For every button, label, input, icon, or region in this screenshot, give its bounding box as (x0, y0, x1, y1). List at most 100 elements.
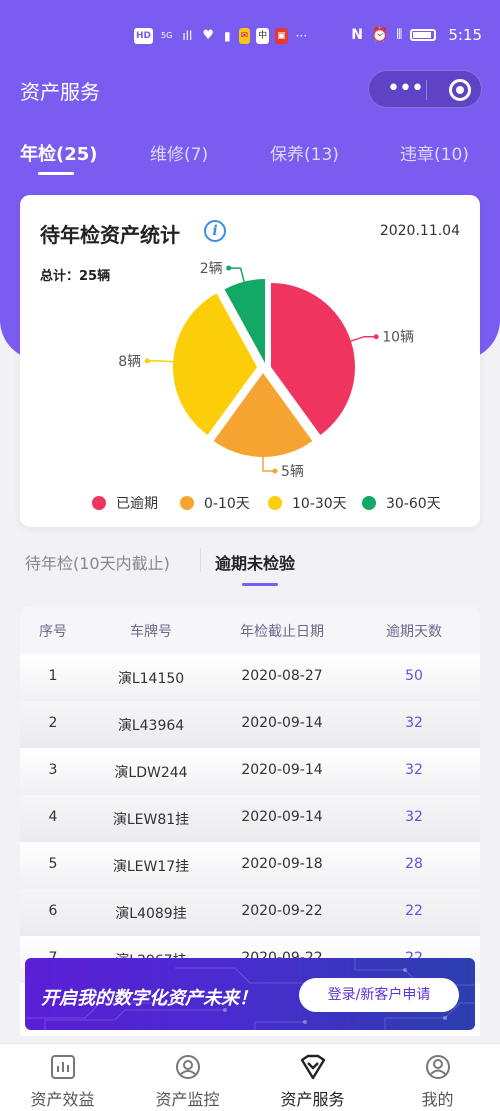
banner-slogan: 开启我的数字化资产未来！ (41, 988, 257, 1009)
cell-plate: 演LDW244 (114, 765, 188, 781)
pie-leader-line (262, 457, 275, 472)
pie-data-label: 5辆 (281, 464, 304, 480)
vibrate-icon: ⫴ (396, 27, 403, 43)
legend-label: 0-10天 (204, 496, 250, 512)
battery-icon (410, 29, 437, 41)
cell-plate: 演L14150 (117, 671, 185, 687)
cell-overdue-days: 22 (405, 903, 423, 919)
pie-slice[interactable] (224, 279, 265, 363)
pie-leader-dot (226, 265, 232, 271)
signal-icon: ıll (182, 29, 193, 43)
tabbar-label: 我的 (421, 1090, 454, 1109)
pie-leader-dot (272, 468, 278, 474)
tabbar-label: 资产效益 (30, 1090, 95, 1109)
legend-item: 0-10天 (180, 493, 250, 513)
login-apply-button[interactable]: 登录/新客户申请 (299, 978, 459, 1012)
clock: 5:15 (448, 26, 482, 44)
tab-repair[interactable]: 维修(7) (150, 145, 209, 165)
cell-index: 2 (48, 715, 58, 731)
table-row[interactable]: 4 演LEW81挂 2020-09-14 32 (20, 795, 480, 842)
legend-item: 30-60天 (362, 493, 441, 513)
tabbar-item-mine[interactable]: 我的 (375, 1044, 500, 1111)
pie-leader-line (228, 267, 245, 282)
service-icon (300, 1054, 326, 1080)
cell-deadline: 2020-09-22 (241, 903, 323, 919)
pie-data-label: 10辆 (382, 330, 414, 346)
tabbar-item-monitor[interactable]: 资产监控 (125, 1044, 250, 1111)
nfc-icon: N (351, 27, 363, 43)
table-row[interactable]: 3 演LDW244 2020-09-14 32 (20, 748, 480, 795)
pie-leader-dot (373, 334, 379, 340)
column-header-plate: 车牌号 (130, 624, 172, 640)
stats-date: 2020.11.04 (379, 223, 460, 239)
column-header-overdue-days: 逾期天数 (386, 624, 442, 640)
pie-leader-dot (144, 358, 150, 364)
pie-slice[interactable] (271, 283, 355, 435)
column-header-deadline: 年检截止日期 (240, 624, 324, 640)
active-subtab-indicator (242, 583, 278, 586)
cell-deadline: 2020-09-18 (241, 856, 323, 872)
nav-bar: 资产服务 ••• (0, 64, 500, 114)
stats-card: 待年检资产统计 i 2020.11.04 总计：25辆 10辆 5辆 8辆 2辆 已逾… (20, 195, 480, 527)
active-tab-indicator (38, 172, 74, 175)
cell-deadline: 2020-09-14 (241, 762, 323, 778)
tabbar-item-service[interactable]: 资产服务 (250, 1044, 375, 1111)
subtab-due-soon[interactable]: 待年检(10天内截止) (25, 554, 170, 573)
pie-slice[interactable] (213, 373, 313, 457)
cell-index: 5 (48, 856, 58, 872)
mail-app-icon: ✉ (238, 28, 251, 44)
info-icon[interactable]: i (204, 220, 226, 242)
status-left-icons: HD 5G ıll ♥ ▮ ✉ 中 ▣ ··· (134, 28, 309, 44)
cell-deadline: 2020-09-14 (241, 809, 323, 825)
table-row[interactable]: 6 演L4089挂 2020-09-22 22 (20, 889, 480, 936)
cell-index: 3 (48, 762, 58, 778)
cell-deadline: 2020-08-27 (241, 668, 323, 684)
status-bar: HD 5G ıll ♥ ▮ ✉ 中 ▣ ··· N ⏰ ⫴ 5:15 (0, 22, 500, 54)
book-app-icon: ▣ (275, 28, 288, 44)
tab-maintenance[interactable]: 保养(13) (270, 145, 339, 165)
table-header: 序号 车牌号 年检截止日期 逾期天数 (20, 606, 480, 654)
legend-item: 10-30天 (268, 493, 347, 513)
subtab-divider (200, 548, 201, 572)
pie-leader-line (350, 335, 377, 342)
cell-plate: 演LEW17挂 (112, 859, 190, 875)
legend-label: 10-30天 (292, 496, 347, 512)
close-target-icon[interactable] (449, 79, 471, 101)
cell-index: 6 (48, 903, 58, 919)
more-icon[interactable]: ••• (387, 76, 424, 101)
pie-slice[interactable] (173, 293, 257, 435)
5g-icon: 5G (161, 31, 173, 40)
table-row[interactable]: 5 演LEW17挂 2020-09-18 28 (20, 842, 480, 889)
category-tabs: 年检(25) 维修(7) 保养(13) 违章(10) (0, 136, 500, 180)
column-header-index: 序号 (39, 624, 67, 640)
legend-item: 已逾期 (92, 493, 158, 513)
card-title: 待年检资产统计 (40, 223, 180, 247)
total-count: 总计：25辆 (40, 269, 111, 284)
cell-overdue-days: 32 (405, 762, 423, 778)
profile-icon (426, 1055, 450, 1079)
cell-plate: 演L43964 (117, 718, 185, 734)
mini-program-capsule: ••• (368, 70, 482, 108)
tab-annual-inspection[interactable]: 年检(25) (20, 144, 98, 165)
cell-deadline: 2020-09-14 (241, 715, 323, 731)
cell-overdue-days: 28 (405, 856, 423, 872)
status-right-icons: N ⏰ ⫴ 5:15 (351, 26, 482, 44)
tabbar-label: 资产服务 (280, 1090, 345, 1109)
tabbar-label: 资产监控 (155, 1090, 220, 1109)
legend-swatch (180, 496, 194, 510)
hd-icon: HD (134, 28, 154, 44)
legend-swatch (92, 496, 106, 510)
cell-plate: 演L4089挂 (115, 906, 187, 922)
cell-overdue-days: 50 (405, 668, 423, 684)
tabbar-item-benefits[interactable]: 资产效益 (0, 1044, 125, 1111)
cell-index: 4 (48, 809, 58, 825)
capsule-divider (426, 80, 427, 100)
more-notifications-icon: ··· (295, 29, 308, 43)
table-row[interactable]: 2 演L43964 2020-09-14 32 (20, 701, 480, 748)
tab-violation[interactable]: 违章(10) (400, 145, 469, 165)
table-row[interactable]: 1 演L14150 2020-08-27 50 (20, 654, 480, 701)
promo-banner[interactable]: 开启我的数字化资产未来！ 登录/新客户申请 (25, 958, 475, 1030)
cell-index: 1 (48, 668, 58, 684)
subtab-overdue[interactable]: 逾期未检验 (215, 554, 296, 573)
legend-swatch (362, 496, 376, 510)
